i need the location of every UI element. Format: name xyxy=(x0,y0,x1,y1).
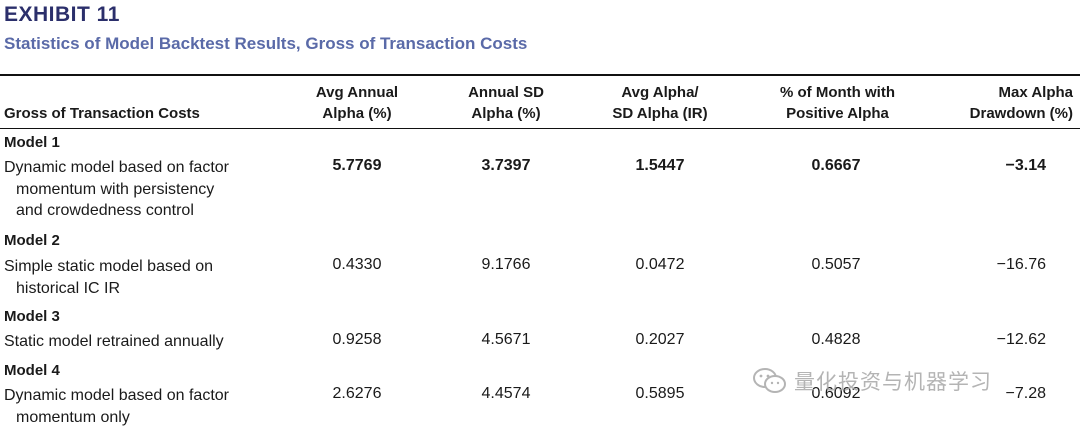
model-1-description: Dynamic model based on factor momentum wi… xyxy=(4,159,229,219)
model-4-annual-sd-alpha: 4.4574 xyxy=(481,385,531,402)
exhibit-label: EXHIBIT 11 xyxy=(4,3,120,26)
col-header-information-ratio: Avg Alpha/SD Alpha (IR) xyxy=(612,84,708,122)
exhibit-title: Statistics of Model Backtest Results, Gr… xyxy=(4,34,528,53)
col-header-row-label: Gross of Transaction Costs xyxy=(4,105,200,122)
model-3-information-ratio: 0.2027 xyxy=(635,331,685,348)
model-2-max-alpha-drawdown: −16.76 xyxy=(996,256,1046,273)
model-4-positive-alpha-months: 0.6092 xyxy=(811,385,861,402)
col-header-positive-alpha-months: % of Month with Positive Alpha xyxy=(780,84,895,122)
model-2-description: Simple static model based on historical I… xyxy=(4,258,213,297)
model-1-max-alpha-drawdown: −3.14 xyxy=(1005,157,1046,174)
model-2-annual-sd-alpha: 9.1766 xyxy=(481,256,531,273)
table-header-rule xyxy=(0,128,1080,129)
model-4-information-ratio: 0.5895 xyxy=(635,385,685,402)
model-3-heading: Model 3 xyxy=(4,308,60,325)
model-4-description: Dynamic model based on factor momentum on… xyxy=(4,387,229,426)
model-2-information-ratio: 0.0472 xyxy=(635,256,685,273)
model-3-annual-sd-alpha: 4.5671 xyxy=(481,331,531,348)
model-1-heading: Model 1 xyxy=(4,134,60,151)
model-3-avg-annual-alpha: 0.9258 xyxy=(332,331,382,348)
wechat-icon xyxy=(752,367,788,395)
model-1-annual-sd-alpha: 3.7397 xyxy=(481,157,531,174)
col-header-annual-sd-alpha: Annual SD Alpha (%) xyxy=(468,84,544,122)
watermark: 量化投资与机器学习 xyxy=(752,366,992,396)
model-2-positive-alpha-months: 0.5057 xyxy=(811,256,861,273)
model-1-avg-annual-alpha: 5.7769 xyxy=(332,157,382,174)
model-4-avg-annual-alpha: 2.6276 xyxy=(332,385,382,402)
model-3-positive-alpha-months: 0.4828 xyxy=(811,331,861,348)
col-header-max-alpha-drawdown: Max Alpha Drawdown (%) xyxy=(969,84,1073,122)
model-4-max-alpha-drawdown: −7.28 xyxy=(1005,385,1046,402)
model-1-information-ratio: 1.5447 xyxy=(635,157,685,174)
model-3-description: Static model retrained annually xyxy=(4,333,224,350)
table-top-rule xyxy=(0,74,1080,76)
model-3-max-alpha-drawdown: −12.62 xyxy=(996,331,1046,348)
model-1-positive-alpha-months: 0.6667 xyxy=(811,157,861,174)
col-header-avg-annual-alpha: Avg Annual Alpha (%) xyxy=(315,84,399,122)
watermark-text: 量化投资与机器学习 xyxy=(794,371,992,394)
model-2-heading: Model 2 xyxy=(4,232,60,249)
model-4-heading: Model 4 xyxy=(4,362,60,379)
model-2-avg-annual-alpha: 0.4330 xyxy=(332,256,382,273)
